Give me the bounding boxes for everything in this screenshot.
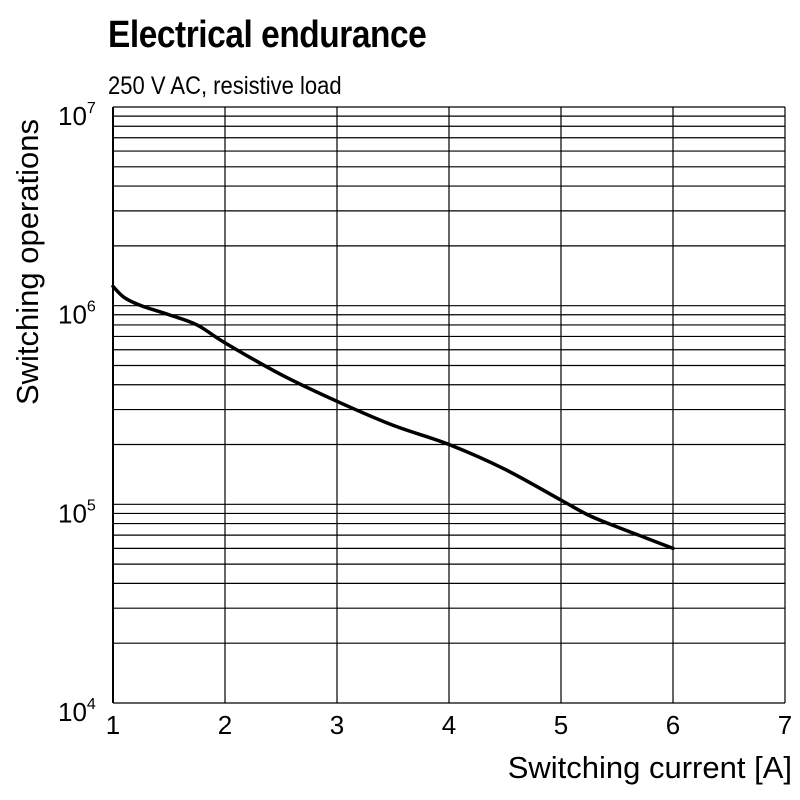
x-tick-label: 6 [666,710,680,740]
x-tick-label: 7 [778,710,792,740]
series-layer [111,284,675,551]
y-axis-label: Switching operations [10,119,45,405]
x-tick-label: 2 [218,710,232,740]
x-tick-labels: 1 2 3 4 5 6 7 [106,710,792,740]
y-tick-label: 107 [58,100,96,131]
x-tick-label: 3 [330,710,344,740]
endurance-curve [111,284,675,551]
y-tick-labels: 104 105 106 107 [58,100,96,727]
grid [112,106,786,704]
chart-subtitle: 250 V AC, resistive load [108,72,342,100]
y-tick-label: 104 [58,696,96,727]
x-tick-label: 1 [106,710,120,740]
y-tick-label: 105 [58,497,96,528]
chart-title: Electrical endurance [108,14,427,56]
x-tick-label: 5 [554,710,568,740]
x-tick-label: 4 [442,710,456,740]
x-axis-label: Switching current [A] [508,750,792,785]
y-tick-label: 106 [58,299,96,330]
